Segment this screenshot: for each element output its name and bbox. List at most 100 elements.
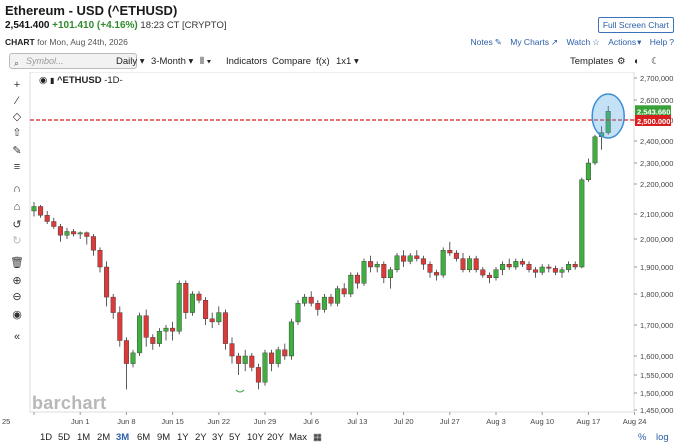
notes-icon[interactable]: ✎ — [494, 37, 502, 47]
last-price: 2,541.400 — [5, 20, 50, 31]
percent-toggle[interactable]: % — [638, 432, 647, 443]
trash-icon[interactable]: 🗑 — [10, 257, 24, 269]
line-tool-icon[interactable]: ⁄ — [16, 95, 18, 107]
range-3y[interactable]: 3Y — [212, 432, 224, 443]
price-chart[interactable]: 25 Jun 1 Jun 8 Jun 15 Jun 22 Jun 29 Jul 6 Jul 1… — [0, 72, 680, 428]
chevron-down-icon[interactable]: ▾ — [637, 37, 642, 47]
candle-body — [170, 327, 176, 332]
x-tick-label: Jul 6 — [303, 417, 319, 426]
candle-body — [57, 226, 63, 236]
zoom-out-icon[interactable]: ⊖ — [12, 291, 22, 303]
range-1y[interactable]: 1Y — [177, 432, 189, 443]
range-10y[interactable]: 10Y — [247, 432, 264, 443]
candle-body — [176, 282, 182, 332]
candle-body — [420, 258, 426, 265]
page-title: Ethereum - USD (^ETHUSD) — [5, 3, 178, 18]
range-20y[interactable]: 20Y — [267, 432, 284, 443]
range-dropdown[interactable]: 3-Month ▾ — [151, 56, 194, 67]
candle-body — [203, 299, 209, 319]
undo-icon[interactable]: ↺ — [12, 219, 22, 231]
fib-icon[interactable]: ≡ — [13, 161, 21, 173]
arrow-up-icon[interactable]: ⇧ — [12, 127, 22, 139]
candle-body — [354, 274, 360, 284]
watch-link[interactable]: Watch — [566, 37, 591, 47]
candle-body — [434, 272, 440, 276]
shape-icon[interactable]: ◇ — [12, 111, 22, 123]
level-label: 2,500.000 — [637, 117, 670, 126]
candle-body — [460, 258, 466, 270]
range-2y[interactable]: 2Y — [195, 432, 207, 443]
candle-body — [473, 258, 479, 270]
notes-link[interactable]: Notes — [470, 37, 493, 47]
candle-body — [242, 355, 248, 364]
low-marker — [235, 389, 245, 393]
interval-label: Daily — [116, 56, 138, 67]
collapse-icon[interactable]: « — [13, 331, 21, 343]
candle-body — [137, 315, 143, 354]
range-3m[interactable]: 3M — [116, 432, 130, 443]
x-tick-label: Jun 8 — [117, 417, 135, 426]
symbol-input[interactable]: ⌕ Symbol... — [9, 53, 137, 69]
log-toggle[interactable]: log — [656, 432, 669, 443]
quote-time: 18:23 CT [CRYPTO] — [140, 20, 227, 31]
legend-symbol: ^ETHUSD — [56, 75, 102, 86]
candle-body — [117, 312, 123, 341]
interval-dropdown[interactable]: Daily ▾ — [116, 56, 145, 67]
range-5d[interactable]: 5D — [58, 432, 71, 443]
chart-type-dropdown[interactable]: ⫴ ▾ — [200, 56, 212, 67]
moon-icon[interactable]: ☾ — [651, 56, 660, 67]
candle-body — [335, 288, 341, 304]
help-link[interactable]: Help — [649, 37, 668, 47]
calendar-icon[interactable]: ▦ — [313, 432, 322, 443]
y-tick-label: 1,450,000 — [640, 406, 673, 415]
layout-dropdown[interactable]: 1x1 ▾ — [336, 56, 359, 67]
fullscreen-chart-button[interactable]: Full Screen Chart — [597, 17, 674, 33]
y-tick-label: 1,600,000 — [640, 352, 673, 361]
zoom-in-icon[interactable]: ⊕ — [12, 275, 22, 287]
candle-body — [552, 268, 558, 273]
candle-body — [44, 215, 50, 222]
lock-icon[interactable]: ⌂ — [13, 201, 21, 213]
star-icon[interactable]: ☆ — [592, 37, 600, 47]
candle-body — [585, 162, 591, 180]
range-bar: 1D 5D 1M 2M 3M 6M 9M 1Y 2Y 3Y 5Y 10Y 20Y Max ▦% log — [0, 428, 680, 446]
range-2m[interactable]: 2M — [97, 432, 111, 443]
candle-body — [90, 236, 96, 251]
price-line: 2,541.400 +101.410 (+4.16%) 18:23 CT [CR… — [5, 20, 226, 31]
y-tick-label: 2,700,000 — [640, 74, 673, 83]
pen-icon[interactable]: ✎ — [12, 145, 22, 157]
templates-button[interactable]: Templates — [570, 56, 614, 67]
eye-icon[interactable]: ◉ — [39, 75, 48, 86]
crosshair-icon[interactable]: + — [13, 79, 21, 91]
help-icon[interactable]: ? — [669, 37, 674, 47]
candle-body — [605, 111, 611, 133]
range-1m[interactable]: 1M — [77, 432, 91, 443]
actions-menu[interactable]: Actions — [608, 37, 637, 47]
candle-body — [262, 352, 268, 383]
candle-body — [506, 263, 512, 268]
external-link-icon[interactable]: ↗ — [550, 37, 559, 47]
search-icon: ⌕ — [14, 58, 20, 68]
range-max[interactable]: Max — [289, 432, 307, 443]
redo-icon[interactable]: ↻ — [12, 235, 22, 247]
legend-toggle[interactable]: ▮ — [49, 76, 55, 85]
compare-button[interactable]: Compare — [272, 56, 312, 67]
range-9m[interactable]: 9M — [157, 432, 171, 443]
x-tick-label: Aug 3 — [486, 417, 506, 426]
range-1d[interactable]: 1D — [40, 432, 53, 443]
gear-icon[interactable]: ⚙ — [617, 56, 626, 67]
range-5y[interactable]: 5Y — [229, 432, 241, 443]
my-charts-link[interactable]: My Charts — [510, 37, 549, 47]
x-tick-label: Jul 20 — [394, 417, 414, 426]
x-tick-label: Aug 10 — [530, 417, 554, 426]
candle-body — [209, 318, 215, 323]
fx-button[interactable]: f(x) — [316, 56, 330, 67]
candle-body — [328, 296, 334, 304]
y-tick-label: 2,400,000 — [640, 137, 673, 146]
indicators-button[interactable]: Indicators — [226, 56, 268, 67]
visibility-icon[interactable]: ◉ — [12, 309, 22, 321]
magnet-icon[interactable]: ∩ — [13, 183, 21, 195]
candle-body — [361, 261, 367, 284]
brightness-icon[interactable]: ◐ — [634, 56, 640, 67]
range-6m[interactable]: 6M — [137, 432, 151, 443]
